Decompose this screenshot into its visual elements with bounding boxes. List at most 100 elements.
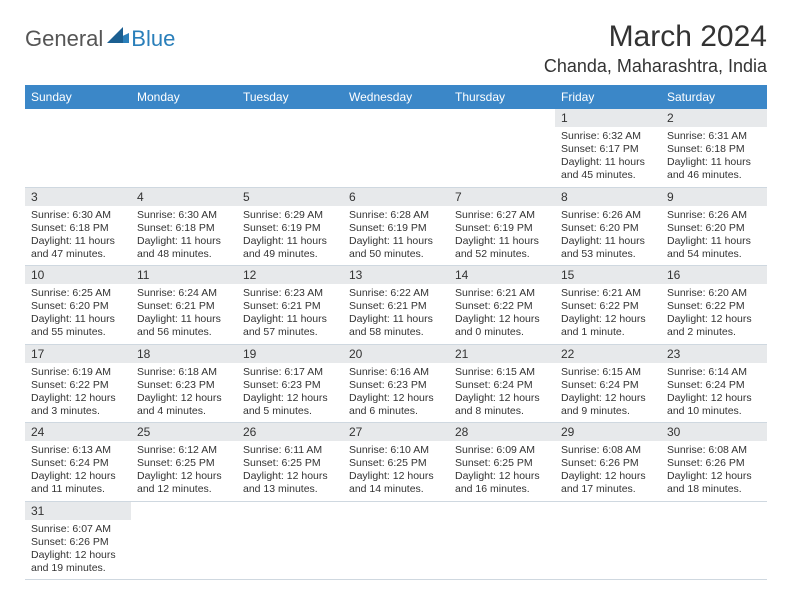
- sunset-text: Sunset: 6:20 PM: [667, 222, 761, 235]
- week-row: 1Sunrise: 6:32 AMSunset: 6:17 PMDaylight…: [25, 109, 767, 187]
- daylight-text: Daylight: 12 hours and 14 minutes.: [349, 470, 443, 496]
- sunrise-text: Sunrise: 6:11 AM: [243, 444, 337, 457]
- day-details: Sunrise: 6:26 AMSunset: 6:20 PMDaylight:…: [661, 206, 767, 266]
- sunrise-text: Sunrise: 6:15 AM: [455, 366, 549, 379]
- daylight-text: Daylight: 12 hours and 1 minute.: [561, 313, 655, 339]
- day-number: 8: [555, 188, 661, 206]
- day-cell: 18Sunrise: 6:18 AMSunset: 6:23 PMDayligh…: [131, 344, 237, 423]
- sunset-text: Sunset: 6:23 PM: [349, 379, 443, 392]
- week-row: 31Sunrise: 6:07 AMSunset: 6:26 PMDayligh…: [25, 501, 767, 580]
- sunrise-text: Sunrise: 6:20 AM: [667, 287, 761, 300]
- daylight-text: Daylight: 11 hours and 46 minutes.: [667, 156, 761, 182]
- daylight-text: Daylight: 11 hours and 52 minutes.: [455, 235, 549, 261]
- daylight-text: Daylight: 12 hours and 17 minutes.: [561, 470, 655, 496]
- sunset-text: Sunset: 6:24 PM: [667, 379, 761, 392]
- week-row: 17Sunrise: 6:19 AMSunset: 6:22 PMDayligh…: [25, 344, 767, 423]
- title-block: March 2024 Chanda, Maharashtra, India: [544, 20, 767, 77]
- day-details: Sunrise: 6:13 AMSunset: 6:24 PMDaylight:…: [25, 441, 131, 501]
- sunset-text: Sunset: 6:18 PM: [667, 143, 761, 156]
- daylight-text: Daylight: 12 hours and 6 minutes.: [349, 392, 443, 418]
- sunset-text: Sunset: 6:21 PM: [349, 300, 443, 313]
- day-header: Friday: [555, 85, 661, 109]
- sunrise-text: Sunrise: 6:07 AM: [31, 523, 125, 536]
- day-number: 28: [449, 423, 555, 441]
- day-number: 22: [555, 345, 661, 363]
- sunset-text: Sunset: 6:17 PM: [561, 143, 655, 156]
- day-cell: 4Sunrise: 6:30 AMSunset: 6:18 PMDaylight…: [131, 187, 237, 266]
- day-cell: [131, 109, 237, 187]
- sunset-text: Sunset: 6:18 PM: [137, 222, 231, 235]
- day-header: Monday: [131, 85, 237, 109]
- daylight-text: Daylight: 11 hours and 55 minutes.: [31, 313, 125, 339]
- day-cell: 6Sunrise: 6:28 AMSunset: 6:19 PMDaylight…: [343, 187, 449, 266]
- day-cell: [343, 501, 449, 580]
- day-header: Tuesday: [237, 85, 343, 109]
- day-number: 26: [237, 423, 343, 441]
- day-cell: 25Sunrise: 6:12 AMSunset: 6:25 PMDayligh…: [131, 423, 237, 502]
- day-header: Wednesday: [343, 85, 449, 109]
- day-details: Sunrise: 6:12 AMSunset: 6:25 PMDaylight:…: [131, 441, 237, 501]
- day-cell: [555, 501, 661, 580]
- sunrise-text: Sunrise: 6:23 AM: [243, 287, 337, 300]
- daylight-text: Daylight: 12 hours and 9 minutes.: [561, 392, 655, 418]
- logo-text-general: General: [25, 26, 103, 52]
- day-number: 31: [25, 502, 131, 520]
- day-cell: 22Sunrise: 6:15 AMSunset: 6:24 PMDayligh…: [555, 344, 661, 423]
- sunrise-text: Sunrise: 6:08 AM: [561, 444, 655, 457]
- day-details: Sunrise: 6:32 AMSunset: 6:17 PMDaylight:…: [555, 127, 661, 187]
- sunrise-text: Sunrise: 6:08 AM: [667, 444, 761, 457]
- day-cell: 9Sunrise: 6:26 AMSunset: 6:20 PMDaylight…: [661, 187, 767, 266]
- sunset-text: Sunset: 6:26 PM: [561, 457, 655, 470]
- daylight-text: Daylight: 11 hours and 49 minutes.: [243, 235, 337, 261]
- daylight-text: Daylight: 12 hours and 5 minutes.: [243, 392, 337, 418]
- daylight-text: Daylight: 11 hours and 57 minutes.: [243, 313, 337, 339]
- calendar-grid: SundayMondayTuesdayWednesdayThursdayFrid…: [25, 85, 767, 580]
- day-details: Sunrise: 6:15 AMSunset: 6:24 PMDaylight:…: [449, 363, 555, 423]
- day-number: 27: [343, 423, 449, 441]
- sunrise-text: Sunrise: 6:26 AM: [561, 209, 655, 222]
- day-number: 21: [449, 345, 555, 363]
- sunset-text: Sunset: 6:18 PM: [31, 222, 125, 235]
- sunset-text: Sunset: 6:23 PM: [243, 379, 337, 392]
- week-row: 3Sunrise: 6:30 AMSunset: 6:18 PMDaylight…: [25, 187, 767, 266]
- day-details: Sunrise: 6:08 AMSunset: 6:26 PMDaylight:…: [661, 441, 767, 501]
- day-cell: [25, 109, 131, 187]
- sunrise-text: Sunrise: 6:14 AM: [667, 366, 761, 379]
- day-number: 14: [449, 266, 555, 284]
- day-cell: 12Sunrise: 6:23 AMSunset: 6:21 PMDayligh…: [237, 266, 343, 345]
- day-number: 5: [237, 188, 343, 206]
- sunset-text: Sunset: 6:19 PM: [243, 222, 337, 235]
- logo: General Blue: [25, 20, 175, 52]
- day-cell: 24Sunrise: 6:13 AMSunset: 6:24 PMDayligh…: [25, 423, 131, 502]
- day-cell: [237, 109, 343, 187]
- day-number: 25: [131, 423, 237, 441]
- sunrise-text: Sunrise: 6:28 AM: [349, 209, 443, 222]
- day-details: Sunrise: 6:08 AMSunset: 6:26 PMDaylight:…: [555, 441, 661, 501]
- day-number: 20: [343, 345, 449, 363]
- day-details: Sunrise: 6:30 AMSunset: 6:18 PMDaylight:…: [25, 206, 131, 266]
- day-number: 4: [131, 188, 237, 206]
- sunset-text: Sunset: 6:25 PM: [349, 457, 443, 470]
- day-number: 29: [555, 423, 661, 441]
- day-number: 12: [237, 266, 343, 284]
- day-cell: 10Sunrise: 6:25 AMSunset: 6:20 PMDayligh…: [25, 266, 131, 345]
- day-number: 16: [661, 266, 767, 284]
- daylight-text: Daylight: 12 hours and 19 minutes.: [31, 549, 125, 575]
- day-cell: 27Sunrise: 6:10 AMSunset: 6:25 PMDayligh…: [343, 423, 449, 502]
- daylight-text: Daylight: 12 hours and 2 minutes.: [667, 313, 761, 339]
- day-cell: 19Sunrise: 6:17 AMSunset: 6:23 PMDayligh…: [237, 344, 343, 423]
- sunset-text: Sunset: 6:24 PM: [561, 379, 655, 392]
- day-cell: [449, 109, 555, 187]
- daylight-text: Daylight: 12 hours and 0 minutes.: [455, 313, 549, 339]
- sunrise-text: Sunrise: 6:21 AM: [561, 287, 655, 300]
- day-number: 1: [555, 109, 661, 127]
- sunrise-text: Sunrise: 6:26 AM: [667, 209, 761, 222]
- sunset-text: Sunset: 6:25 PM: [455, 457, 549, 470]
- day-cell: 14Sunrise: 6:21 AMSunset: 6:22 PMDayligh…: [449, 266, 555, 345]
- sunset-text: Sunset: 6:20 PM: [31, 300, 125, 313]
- sunset-text: Sunset: 6:26 PM: [667, 457, 761, 470]
- day-details: Sunrise: 6:20 AMSunset: 6:22 PMDaylight:…: [661, 284, 767, 344]
- day-number: 15: [555, 266, 661, 284]
- sunset-text: Sunset: 6:25 PM: [137, 457, 231, 470]
- day-details: Sunrise: 6:10 AMSunset: 6:25 PMDaylight:…: [343, 441, 449, 501]
